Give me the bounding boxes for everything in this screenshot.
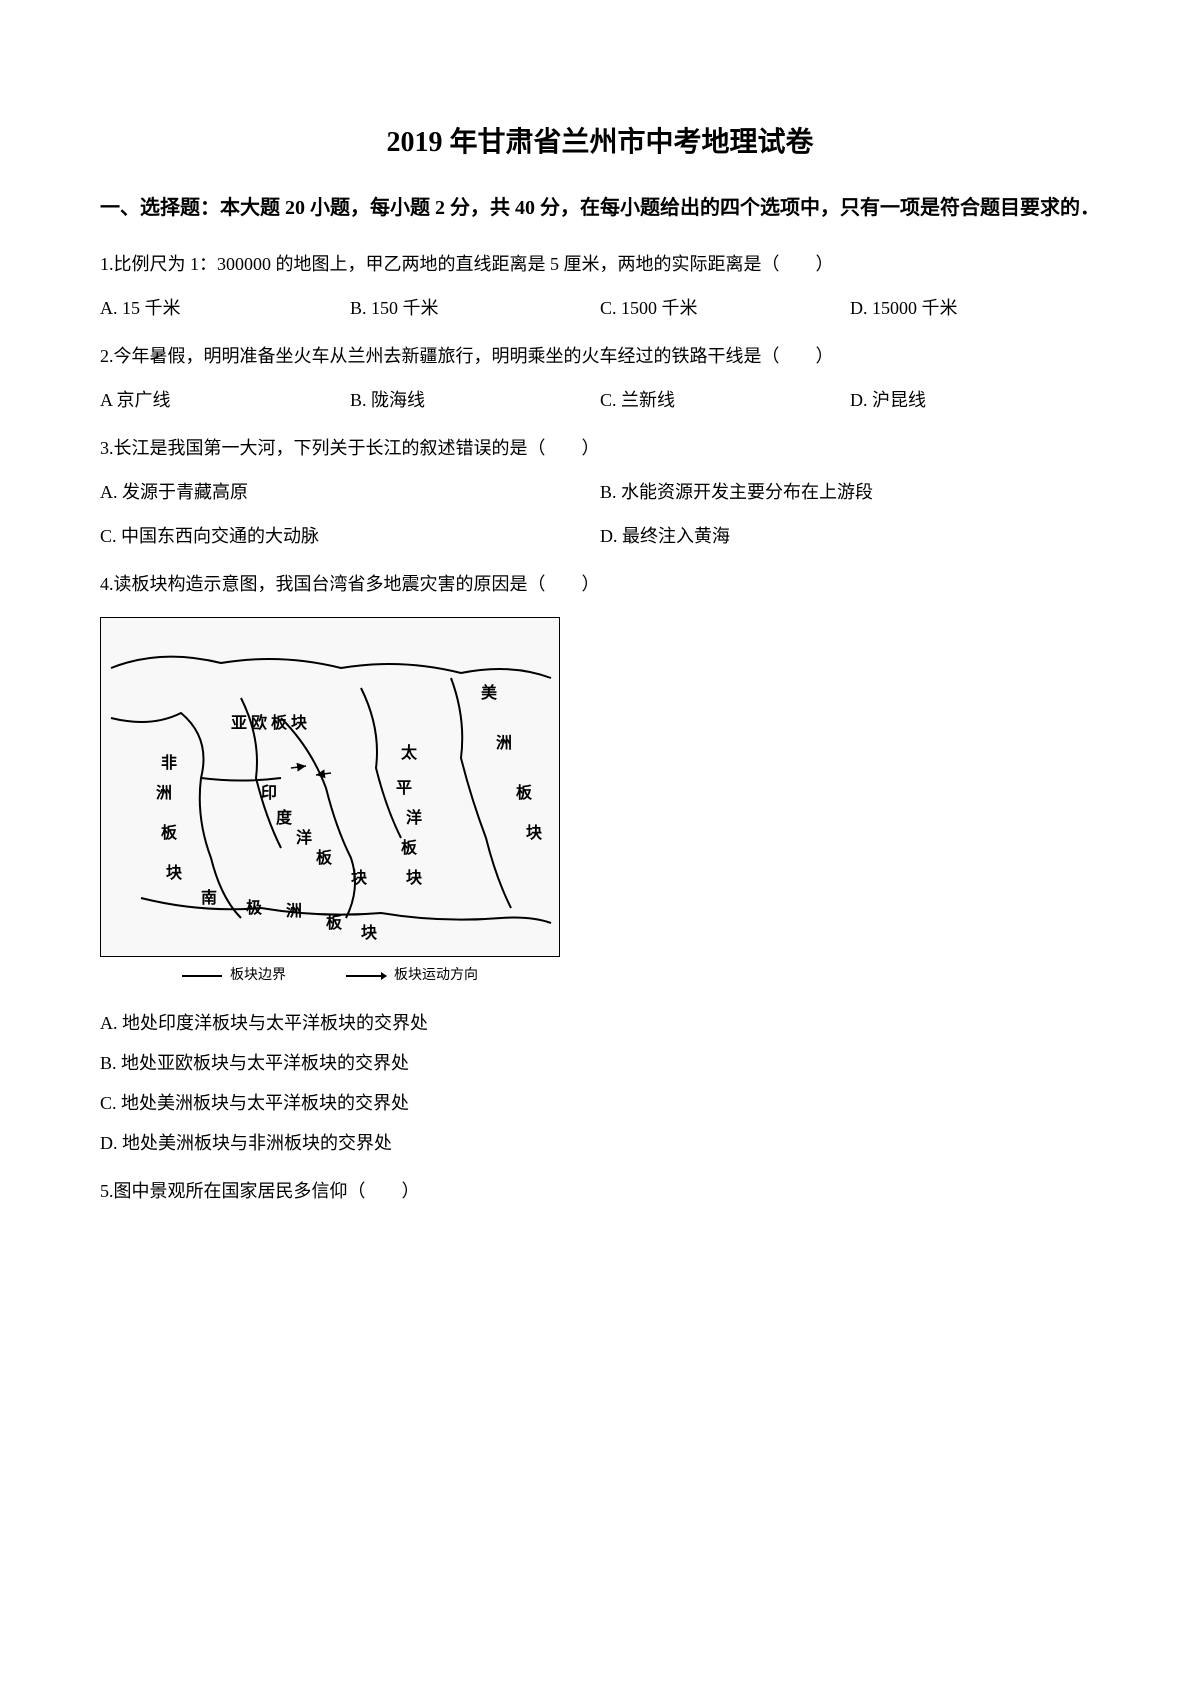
legend-direction: 板块运动方向 — [346, 962, 478, 990]
option-4c: C. 地处美洲板块与太平洋板块的交界处 — [100, 1085, 1100, 1121]
antarctic-label-2: 极 — [246, 893, 262, 925]
option-4a: A. 地处印度洋板块与太平洋板块的交界处 — [100, 1005, 1100, 1041]
option-1b: B. 150 千米 — [350, 290, 600, 326]
question-3-options-row2: C. 中国东西向交通的大动脉 D. 最终注入黄海 — [100, 518, 1100, 554]
african-label-4: 块 — [166, 858, 182, 890]
question-2: 2.今年暑假，明明准备坐火车从兰州去新疆旅行，明明乘坐的火车经过的铁路干线是（ … — [100, 338, 1100, 418]
option-3a: A. 发源于青藏高原 — [100, 474, 600, 510]
antarctic-label-4: 板 — [326, 908, 342, 940]
african-label-2: 洲 — [156, 778, 172, 810]
legend-boundary-label: 板块边界 — [230, 962, 286, 990]
option-1c: C. 1500 千米 — [600, 290, 850, 326]
question-5: 5.图中景观所在国家居民多信仰（ ） — [100, 1173, 1100, 1209]
diagram-legend: 板块边界 板块运动方向 — [100, 962, 560, 990]
legend-direction-label: 板块运动方向 — [394, 962, 478, 990]
option-2c: C. 兰新线 — [600, 382, 850, 418]
question-1-text: 1.比例尺为 1：300000 的地图上，甲乙两地的直线距离是 5 厘米，两地的… — [100, 246, 1100, 282]
african-label-1: 非 — [161, 748, 177, 780]
eurasian-plate-label: 亚 欧 板 块 — [231, 708, 307, 740]
legend-line-icon — [182, 975, 222, 977]
question-4: 4.读板块构造示意图，我国台湾省多地震灾害的原因是（ ） — [100, 566, 1100, 1161]
african-label-3: 板 — [161, 818, 177, 850]
question-1-options: A. 15 千米 B. 150 千米 C. 1500 千米 D. 15000 千… — [100, 290, 1100, 326]
legend-arrow-icon — [346, 975, 386, 977]
legend-boundary: 板块边界 — [182, 962, 286, 990]
question-3-text: 3.长江是我国第一大河，下列关于长江的叙述错误的是（ ） — [100, 430, 1100, 466]
indian-label-3: 洋 — [296, 823, 312, 855]
tectonic-plate-diagram: 亚 欧 板 块 美 洲 板 块 非 洲 板 块 印 度 洋 板 块 太 平 洋 … — [100, 617, 560, 957]
exam-title: 2019 年甘肃省兰州市中考地理试卷 — [100, 120, 1100, 160]
indian-label-2: 度 — [276, 803, 292, 835]
option-3b: B. 水能资源开发主要分布在上游段 — [600, 474, 1100, 510]
option-2d: D. 沪昆线 — [850, 382, 1100, 418]
option-1d: D. 15000 千米 — [850, 290, 1100, 326]
american-label-4: 块 — [526, 818, 542, 850]
question-2-text: 2.今年暑假，明明准备坐火车从兰州去新疆旅行，明明乘坐的火车经过的铁路干线是（ … — [100, 338, 1100, 374]
question-2-options: A 京广线 B. 陇海线 C. 兰新线 D. 沪昆线 — [100, 382, 1100, 418]
option-3d: D. 最终注入黄海 — [600, 518, 1100, 554]
tectonic-diagram-container: 亚 欧 板 块 美 洲 板 块 非 洲 板 块 印 度 洋 板 块 太 平 洋 … — [100, 617, 1100, 990]
american-label-1: 美 — [481, 678, 497, 710]
pacific-label-3: 洋 — [406, 803, 422, 835]
pacific-label-1: 太 — [401, 738, 417, 770]
antarctic-label-5: 块 — [361, 918, 377, 950]
section-header: 一、选择题：本大题 20 小题，每小题 2 分，共 40 分，在每小题给出的四个… — [100, 190, 1100, 226]
question-1: 1.比例尺为 1：300000 的地图上，甲乙两地的直线距离是 5 厘米，两地的… — [100, 246, 1100, 326]
american-label-3: 板 — [516, 778, 532, 810]
indian-label-5: 块 — [351, 863, 367, 895]
question-3-options-row1: A. 发源于青藏高原 B. 水能资源开发主要分布在上游段 — [100, 474, 1100, 510]
question-4-text: 4.读板块构造示意图，我国台湾省多地震灾害的原因是（ ） — [100, 566, 1100, 602]
american-label-2: 洲 — [496, 728, 512, 760]
option-2b: B. 陇海线 — [350, 382, 600, 418]
option-3c: C. 中国东西向交通的大动脉 — [100, 518, 600, 554]
option-4b: B. 地处亚欧板块与太平洋板块的交界处 — [100, 1045, 1100, 1081]
question-3: 3.长江是我国第一大河，下列关于长江的叙述错误的是（ ） A. 发源于青藏高原 … — [100, 430, 1100, 554]
indian-label-4: 板 — [316, 843, 332, 875]
option-1a: A. 15 千米 — [100, 290, 350, 326]
option-2a: A 京广线 — [100, 382, 350, 418]
antarctic-label-3: 洲 — [286, 896, 302, 928]
indian-label-1: 印 — [261, 778, 277, 810]
antarctic-label-1: 南 — [201, 883, 217, 915]
question-5-text: 5.图中景观所在国家居民多信仰（ ） — [100, 1173, 1100, 1209]
option-4d: D. 地处美洲板块与非洲板块的交界处 — [100, 1125, 1100, 1161]
pacific-label-5: 块 — [406, 863, 422, 895]
pacific-label-4: 板 — [401, 833, 417, 865]
pacific-label-2: 平 — [396, 773, 412, 805]
